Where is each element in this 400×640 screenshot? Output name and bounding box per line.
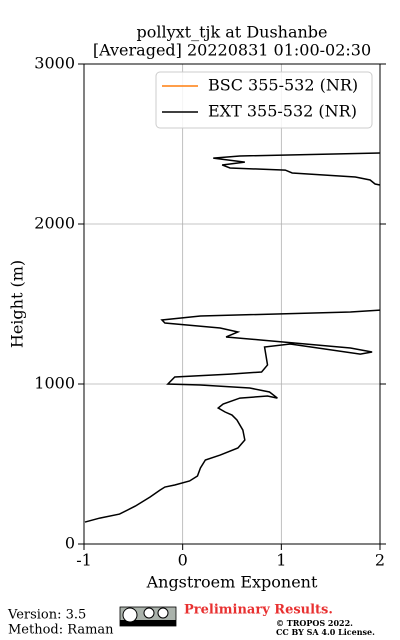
chart-subtitle: [Averaged] 20220831 01:00-02:30 [93, 41, 371, 60]
chart-title: pollyxt_tjk at Dushanbe [136, 23, 327, 42]
plot-frame [83, 63, 381, 545]
x-tick-label: 0 [178, 551, 188, 570]
y-axis-label: Height (m) [8, 260, 27, 348]
x-tick-label: 2 [375, 551, 385, 570]
method: Method: Raman [8, 623, 114, 638]
x-tick-label: 1 [276, 551, 286, 570]
x-tick-label: -1 [76, 551, 92, 570]
legend-box [155, 71, 373, 129]
y-tick-label: 3000 [34, 54, 75, 73]
copyright: © TROPOS 2022. [276, 618, 353, 628]
cc-badge [119, 606, 177, 627]
data-line [84, 152, 381, 523]
version: Version: 3.5 [7, 608, 86, 623]
y-tick-label: 2000 [34, 214, 75, 233]
y-tick-label: 1000 [34, 374, 75, 393]
legend-label: BSC 355-532 (NR) [208, 76, 358, 95]
x-axis-label: Angstroem Exponent [146, 573, 318, 592]
y-tick-label: 0 [65, 534, 75, 553]
legend-label: EXT 355-532 (NR) [208, 102, 357, 121]
status: Preliminary Results. [184, 603, 333, 618]
license: CC BY SA 4.0 License. [276, 627, 375, 637]
